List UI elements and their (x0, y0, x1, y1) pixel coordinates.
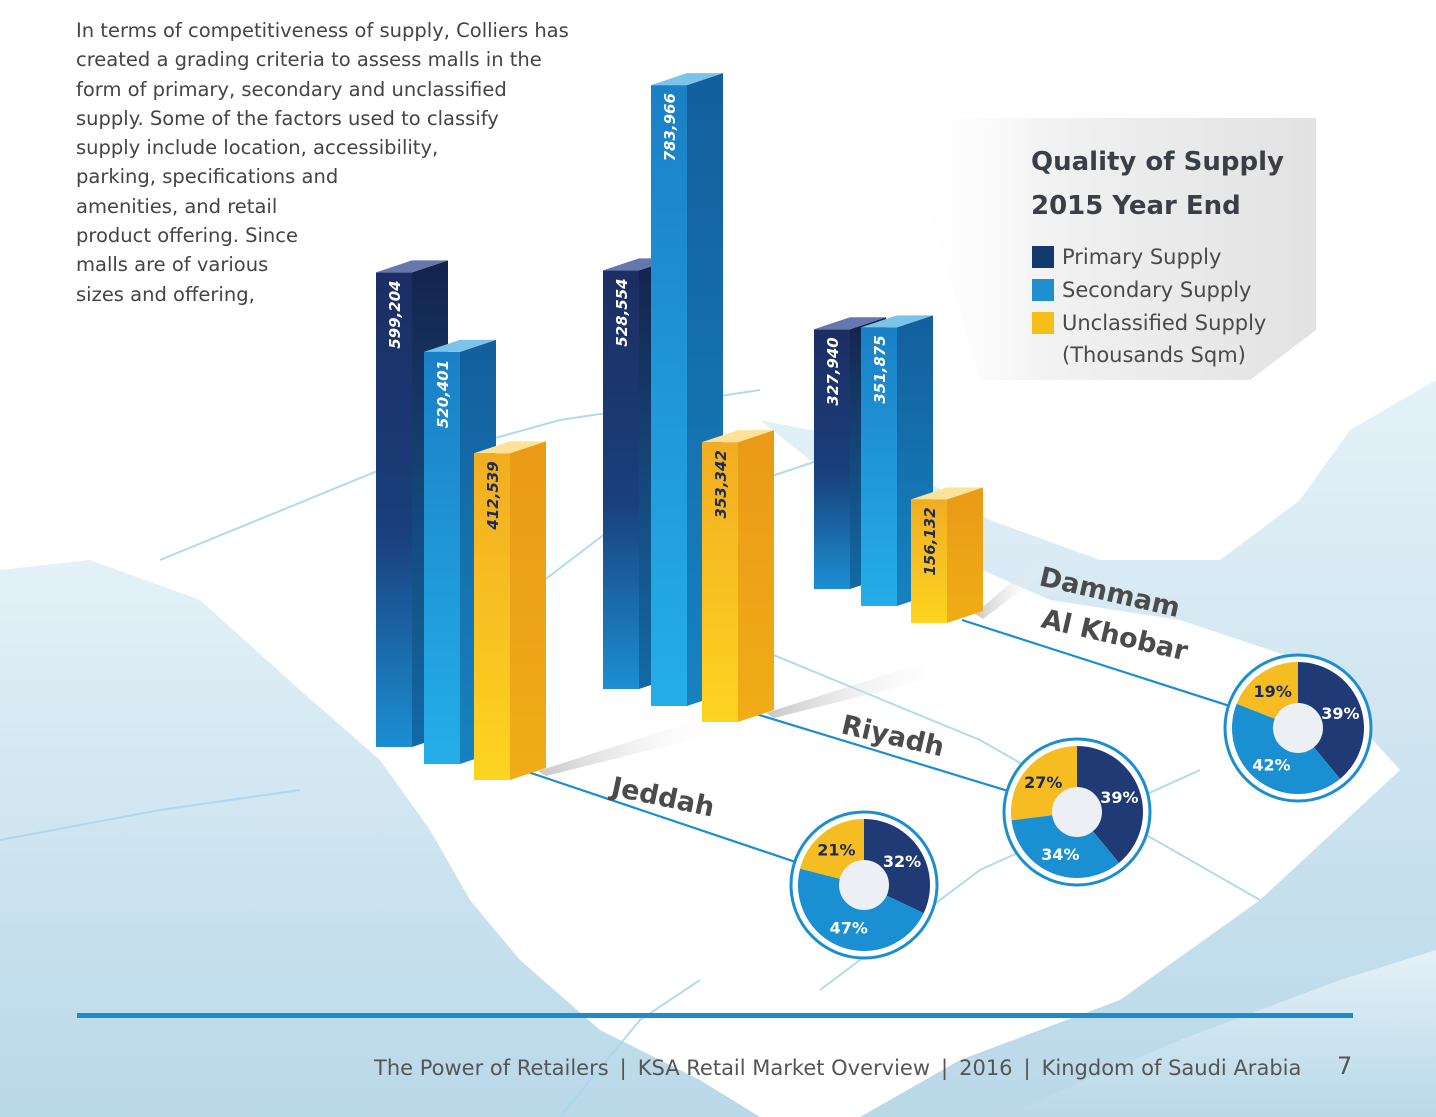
connector-lines (527, 618, 1228, 863)
bar-shadow (766, 653, 954, 718)
bar-side (510, 441, 546, 780)
bar-value-label: 412,539 (484, 461, 502, 530)
bar-shadow (975, 554, 1043, 619)
footer: The Power of Retailers | KSA Retail Market… (374, 1056, 1301, 1080)
bar-top (376, 260, 448, 273)
page-number: 7 (1337, 1052, 1353, 1080)
footer-separator: | (619, 1056, 627, 1080)
connector-line (961, 618, 1228, 707)
legend-label-unclassified: Unclassified Supply (1062, 310, 1267, 335)
bar-top (424, 339, 496, 352)
footer-separator: | (941, 1056, 949, 1080)
footer-part: Kingdom of Saudi Arabia (1041, 1056, 1302, 1080)
intro-line: malls are of various (76, 253, 269, 277)
city-label: Jeddah (607, 771, 718, 823)
bar-value-label: 520,401 (434, 360, 452, 428)
legend-label-primary: Primary Supply (1062, 244, 1222, 269)
pie-slice-primary (1298, 662, 1364, 779)
pie-label: 21% (817, 840, 855, 859)
bar-top (861, 315, 933, 328)
bar-side (947, 487, 983, 623)
bars: 599,204 528,554 327,940 520,401 783,966 351,8… (376, 73, 983, 780)
legend-label-secondary: Secondary Supply (1062, 277, 1252, 302)
legend-swatch-secondary (1032, 278, 1054, 301)
bar-unclassified (702, 442, 738, 722)
legend-backdrop (900, 118, 1316, 380)
legend-item-primary: Primary Supply (1032, 240, 1266, 273)
bar-top (702, 430, 774, 443)
pie-label: 19% (1254, 682, 1292, 701)
bar-value-label: 599,204 (386, 280, 404, 348)
bar-primary (376, 272, 412, 747)
bar-top (651, 73, 723, 86)
pie-hole (839, 860, 889, 910)
bar-value-label: 783,966 (661, 93, 679, 161)
bar-value-label: 351,875 (871, 335, 889, 403)
bar-unclassified (911, 499, 947, 623)
intro-line: product offering. Since (76, 224, 299, 248)
bar-side (738, 430, 774, 722)
intro-line: In terms of competitiveness of supply, C… (76, 19, 569, 42)
bar-top (474, 441, 546, 454)
bar-unclassified (474, 453, 510, 780)
bar-top (814, 317, 886, 330)
intro-line: parking, specifications and (76, 165, 339, 189)
footer-part: KSA Retail Market Overview (637, 1056, 931, 1080)
bar-top (911, 487, 983, 500)
bar-shadow (538, 711, 726, 776)
pie-label: 27% (1024, 773, 1062, 792)
footer-part: The Power of Retailers (374, 1056, 609, 1080)
pie-label: 39% (1321, 704, 1359, 723)
intro-line: form of primary, secondary and unclassif… (76, 77, 507, 101)
bar-secondary (861, 327, 897, 606)
pie-label: 47% (830, 918, 868, 937)
intro-line: supply. Some of the factors used to clas… (76, 106, 499, 130)
bar-shadows (538, 554, 1043, 776)
chart-title-line: 2015 Year End (1031, 191, 1241, 221)
legend-unit: (Thousands Sqm) (1062, 343, 1246, 367)
intro-line: amenities, and retail (76, 194, 278, 218)
bar-secondary (651, 85, 687, 706)
intro-line: sizes and offering, (76, 282, 255, 306)
footer-separator: | (1023, 1056, 1031, 1080)
bar-value-label: 327,940 (824, 337, 842, 405)
bar-primary (603, 270, 639, 689)
bar-primary (814, 329, 850, 589)
bar-secondary (424, 351, 460, 764)
legend-item-secondary: Secondary Supply (1032, 273, 1266, 306)
intro-line: created a grading criteria to assess mal… (76, 48, 542, 72)
legend-swatch-unclassified (1032, 311, 1054, 334)
connector-line (755, 712, 1007, 792)
intro-text: In terms of competitiveness of supply, C… (76, 16, 569, 309)
bar-value-label: 353,342 (712, 450, 730, 518)
chart-title-line: Quality of Supply (1031, 147, 1284, 177)
gulf-shape (760, 380, 1436, 1117)
pie-label: 42% (1252, 755, 1290, 774)
pie-slice-primary (1077, 746, 1143, 863)
intro-line: supply include location, accessibility, (76, 136, 439, 160)
share-pies: 32% 47% 21% 39% 34% 27% 39% 42% 19% (789, 653, 1373, 960)
sea-shape (0, 560, 760, 1117)
gulf-of-aden-shape (1000, 950, 1436, 1117)
legend: Primary Supply Secondary Supply Unclassi… (1032, 240, 1266, 371)
pie-hole (1273, 703, 1323, 753)
chart-title: Quality of Supply 2015 Year End (1031, 140, 1284, 228)
legend-swatch-primary (1032, 245, 1054, 268)
bar-value-label: 156,132 (921, 507, 939, 575)
footer-part: 2016 (959, 1056, 1013, 1080)
pie-slice-secondary (1011, 812, 1120, 878)
footer-rule (77, 1013, 1353, 1018)
legend-item-unclassified: Unclassified Supply (1032, 306, 1266, 339)
pie-hole (1052, 787, 1102, 837)
pie-label: 39% (1100, 788, 1138, 807)
connector-line (527, 770, 795, 863)
pie-label: 32% (883, 852, 921, 871)
pie-label: 34% (1041, 845, 1079, 864)
bar-value-label: 528,554 (613, 278, 631, 346)
